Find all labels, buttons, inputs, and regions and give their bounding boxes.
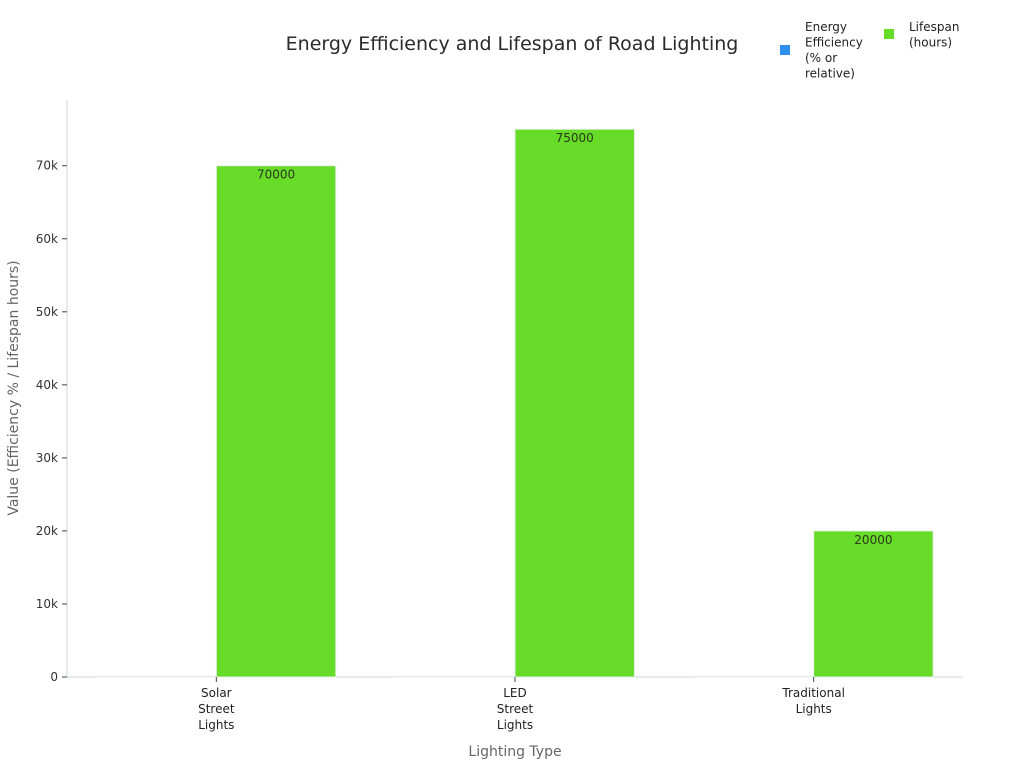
y-tick-label: 10k — [36, 597, 58, 611]
y-tick-label: 70k — [36, 159, 58, 173]
data-labels: 70000 75000 20000 — [257, 131, 893, 547]
legend-label-energy-efficiency[interactable]: Energy Efficiency (% or relative) — [805, 20, 863, 81]
bar-energy-efficiency-0[interactable] — [96, 675, 217, 678]
y-tick-label: 50k — [36, 305, 58, 319]
bar-lifespan-1[interactable] — [514, 128, 635, 678]
y-tick-label: 20k — [36, 524, 58, 538]
legend-label-lifespan[interactable]: Lifespan (hours) — [909, 20, 959, 50]
bar-energy-efficiency-1[interactable] — [395, 675, 516, 678]
y-tick-label: 40k — [36, 378, 58, 392]
chart-title: Energy Efficiency and Lifespan of Road L… — [286, 33, 739, 55]
y-axis-ticks: 0 10k 20k 30k 40k 50k 60k 70k — [36, 159, 67, 684]
bar-value-label: 20000 — [854, 533, 892, 547]
legend-swatch-lifespan[interactable] — [884, 29, 894, 39]
y-axis-title: Value (Efficiency % / Lifespan hours) — [6, 260, 22, 515]
legend: Energy Efficiency (% or relative) Lifespan (h… — [780, 20, 959, 81]
y-tick-label: 30k — [36, 451, 58, 465]
y-tick-label: 60k — [36, 232, 58, 246]
x-axis-title: Lighting Type — [468, 744, 561, 760]
bar-value-label: 75000 — [556, 131, 594, 145]
x-tick-label: Traditional Lights — [781, 686, 844, 716]
x-tick-label: Solar Street Lights — [198, 686, 235, 732]
bar-lifespan-2[interactable] — [813, 530, 934, 678]
y-tick-label: 0 — [50, 670, 58, 684]
bars — [96, 128, 934, 678]
bar-value-label: 70000 — [257, 168, 295, 182]
bar-energy-efficiency-2[interactable] — [693, 675, 815, 678]
x-axis-labels: Solar Street Lights LED Street Lights Traditio… — [198, 677, 845, 732]
x-tick-label: LED Street Lights — [497, 686, 534, 732]
legend-swatch-energy-efficiency[interactable] — [780, 45, 790, 55]
bar-lifespan-0[interactable] — [215, 165, 337, 678]
